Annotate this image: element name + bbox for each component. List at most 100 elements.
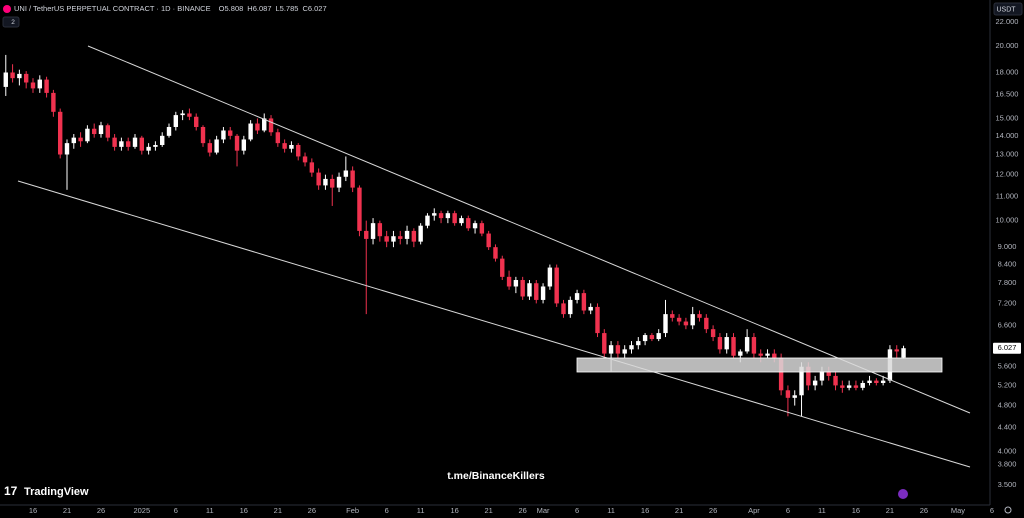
candle-body	[309, 162, 315, 173]
candle-body	[792, 395, 797, 398]
candle-body	[214, 139, 219, 153]
candle-body	[901, 348, 906, 358]
y-tick-label: 9.000	[998, 242, 1017, 251]
candle-body	[262, 118, 267, 131]
brand-logo: 17	[4, 484, 18, 498]
candle-body	[91, 128, 97, 135]
candle-body	[126, 141, 131, 147]
candle-body	[173, 115, 179, 127]
candle-body	[527, 283, 532, 297]
candle-body	[418, 225, 423, 242]
candle-body	[588, 306, 593, 311]
y-tick-label: 11.000	[996, 192, 1018, 201]
candle-body	[853, 385, 859, 388]
candle-body	[772, 353, 777, 358]
candle-body	[282, 143, 287, 149]
candle-body	[432, 213, 437, 216]
candle-body	[78, 137, 83, 142]
x-tick-label: 6	[786, 506, 790, 515]
candle-body	[404, 230, 410, 239]
candle-body	[867, 380, 872, 383]
candle-body	[860, 382, 865, 388]
candle-body	[112, 137, 117, 147]
x-tick-label: 21	[675, 506, 683, 515]
y-tick-label: 3.500	[998, 480, 1017, 489]
candle-body	[302, 156, 308, 163]
candle-body	[676, 317, 682, 322]
brand-name: TradingView	[24, 486, 89, 498]
support-zone	[576, 357, 943, 373]
candle-body	[275, 132, 281, 144]
candle-body	[350, 170, 355, 188]
x-tick-label: 21	[63, 506, 71, 515]
x-tick-label: 26	[519, 506, 527, 515]
candle-body	[561, 303, 566, 315]
candle-body	[384, 236, 389, 242]
currency-button[interactable]	[993, 2, 1023, 16]
ohlc-label: L	[276, 4, 280, 13]
candle-body	[71, 137, 76, 144]
candle-body	[744, 337, 750, 352]
candle-body	[568, 299, 573, 315]
x-tick-label: 26	[920, 506, 928, 515]
candle-body	[323, 178, 328, 186]
y-tick-label: 16.500	[996, 89, 1019, 98]
candle-body	[812, 380, 818, 386]
candle-body	[268, 118, 274, 133]
candle-body	[615, 345, 621, 354]
candle-body	[146, 146, 151, 151]
y-tick-label: 5.200	[998, 380, 1017, 389]
x-tick-label: Mar	[537, 506, 550, 515]
ohlc-value: 5.808	[225, 4, 244, 13]
alert-icon[interactable]	[898, 489, 908, 499]
candle-body	[486, 233, 491, 248]
candle-body	[296, 144, 301, 157]
x-tick-label: 6	[174, 506, 178, 515]
last-price-label: 6.027	[998, 343, 1017, 352]
candle-body	[228, 130, 233, 136]
x-tick-label: 16	[29, 506, 37, 515]
ohlc-value: 5.785	[280, 4, 299, 13]
candle-body	[574, 293, 580, 300]
x-tick-label: 21	[484, 506, 492, 515]
candle-body	[411, 230, 417, 242]
candle-body	[200, 126, 206, 144]
candle-body	[459, 218, 464, 224]
candle-body	[683, 321, 689, 326]
y-tick-label: 10.000	[996, 216, 1019, 225]
x-tick-label: Feb	[346, 506, 359, 515]
y-tick-label: 4.000	[998, 447, 1017, 456]
candle-body	[758, 353, 763, 356]
ohlc-label: C	[302, 4, 308, 13]
candle-body	[425, 215, 430, 226]
candle-body	[85, 128, 90, 142]
indicator-toggle[interactable]	[2, 16, 20, 28]
candle-body	[629, 345, 634, 350]
candle-body	[234, 135, 240, 151]
x-tick-label: Apr	[748, 506, 760, 515]
candle-body	[241, 139, 247, 151]
y-tick-label: 6.600	[998, 320, 1017, 329]
x-tick-label: 6	[575, 506, 579, 515]
y-tick-label: 5.600	[998, 362, 1017, 371]
x-tick-label: 21	[886, 506, 894, 515]
x-tick-label: 11	[206, 506, 214, 515]
candle-body	[513, 280, 519, 287]
candle-body	[180, 113, 185, 116]
y-tick-label: 4.800	[998, 401, 1017, 410]
x-tick-label: 11	[607, 506, 615, 515]
candle-body	[51, 92, 56, 112]
ohlc-label: H	[247, 4, 252, 13]
candle-body	[316, 172, 321, 186]
candle-body	[710, 329, 716, 338]
candle-body	[248, 123, 253, 140]
candle-body	[534, 283, 539, 300]
x-tick-label: May	[951, 506, 965, 515]
candle-body	[391, 236, 396, 242]
candle-body	[105, 125, 110, 138]
candle-body	[153, 144, 158, 147]
candle-body	[17, 73, 22, 79]
candle-body	[717, 337, 723, 350]
settings-icon[interactable]	[1004, 506, 1012, 514]
